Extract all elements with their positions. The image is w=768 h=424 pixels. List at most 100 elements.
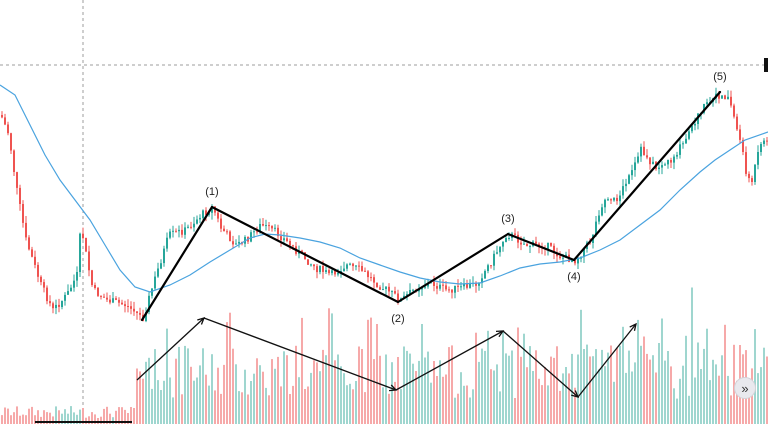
- candle: [442, 284, 444, 286]
- volume-bar: [133, 408, 135, 424]
- volume-bar: [535, 350, 537, 424]
- candle: [628, 175, 630, 184]
- volume-bar: [226, 322, 228, 424]
- candle: [67, 291, 69, 295]
- candle: [115, 298, 117, 300]
- candle: [625, 183, 627, 187]
- volume-bar: [91, 412, 93, 424]
- candle: [343, 268, 345, 271]
- candle: [25, 222, 27, 238]
- volume-bar: [445, 374, 447, 424]
- volume-bar: [40, 416, 42, 424]
- volume-bar: [169, 377, 171, 424]
- volume-bar: [325, 355, 327, 424]
- volume-bar: [178, 346, 180, 424]
- volume-bar: [262, 371, 264, 424]
- volume-bar: [493, 370, 495, 424]
- candle: [82, 233, 84, 238]
- elliott-wave-lines: [140, 90, 722, 322]
- candle: [436, 286, 438, 289]
- candle: [502, 241, 504, 247]
- wave-label: (5): [713, 71, 726, 83]
- volume-bar: [427, 351, 429, 424]
- volume-bar: [370, 317, 372, 424]
- candle: [727, 96, 729, 100]
- candle: [331, 270, 333, 274]
- candle: [34, 256, 36, 265]
- candle: [535, 241, 537, 244]
- volume-bar: [58, 410, 60, 424]
- candle: [388, 286, 390, 292]
- candle: [172, 230, 174, 232]
- volume-bar: [136, 368, 138, 424]
- volume-bar: [286, 355, 288, 424]
- volume-bar: [553, 357, 555, 424]
- volume-bar: [748, 394, 750, 424]
- candle: [283, 238, 285, 241]
- volume-bar: [367, 319, 369, 424]
- volume-bar: [694, 377, 696, 424]
- volume-bar: [505, 353, 507, 424]
- wave-segment: [572, 90, 722, 262]
- candle: [73, 280, 75, 288]
- volume-bar: [523, 333, 525, 424]
- volume-bar: [460, 372, 462, 424]
- volume-bar: [526, 367, 528, 424]
- candle: [58, 304, 60, 307]
- candle: [763, 140, 765, 144]
- wave-label: (2): [391, 313, 404, 325]
- candle: [682, 143, 684, 145]
- candle: [181, 229, 183, 235]
- candle: [259, 224, 261, 233]
- candle: [412, 289, 414, 291]
- volume-bar: [187, 348, 189, 424]
- volume-bar: [103, 408, 105, 424]
- volume-bar: [112, 417, 114, 424]
- volume-arrow: [203, 317, 397, 391]
- candle: [136, 311, 138, 313]
- candle: [205, 210, 207, 216]
- candle: [676, 154, 678, 157]
- candle: [289, 241, 291, 246]
- volume-bar: [208, 385, 210, 424]
- volume-bar: [631, 371, 633, 424]
- volume-bar: [283, 351, 285, 424]
- volume-bar: [220, 393, 222, 424]
- candle: [721, 95, 723, 99]
- volume-bar: [544, 367, 546, 424]
- volume-bar: [25, 415, 27, 424]
- candle: [226, 231, 228, 233]
- volume-bar: [160, 390, 162, 424]
- volume-bar: [706, 328, 708, 424]
- volume-bar: [37, 410, 39, 424]
- volume-bar: [199, 365, 201, 424]
- candle: [613, 197, 615, 201]
- candle: [292, 245, 294, 247]
- volume-arrow: [136, 317, 205, 381]
- candle: [691, 125, 693, 132]
- volume-bar: [538, 378, 540, 424]
- volume-bar: [196, 377, 198, 424]
- volume-arrows: [136, 316, 637, 398]
- volume-bar: [352, 389, 354, 424]
- volume-bar: [622, 326, 624, 424]
- scroll-to-realtime-button[interactable]: »: [734, 377, 756, 399]
- candle: [364, 270, 366, 272]
- volume-bar: [577, 354, 579, 424]
- volume-bar: [763, 347, 765, 424]
- volume-bar: [670, 366, 672, 424]
- candle: [7, 124, 9, 134]
- volume-bar: [109, 413, 111, 424]
- volume-bar: [655, 372, 657, 424]
- candle: [595, 221, 597, 235]
- candle: [538, 243, 540, 247]
- volume-bar: [454, 397, 456, 424]
- candle: [145, 312, 147, 321]
- volume-bar: [727, 375, 729, 424]
- volume-bar: [361, 349, 363, 424]
- volume-bar: [478, 361, 480, 424]
- candle: [553, 245, 555, 253]
- candle: [658, 167, 660, 170]
- volume-arrow: [395, 330, 504, 391]
